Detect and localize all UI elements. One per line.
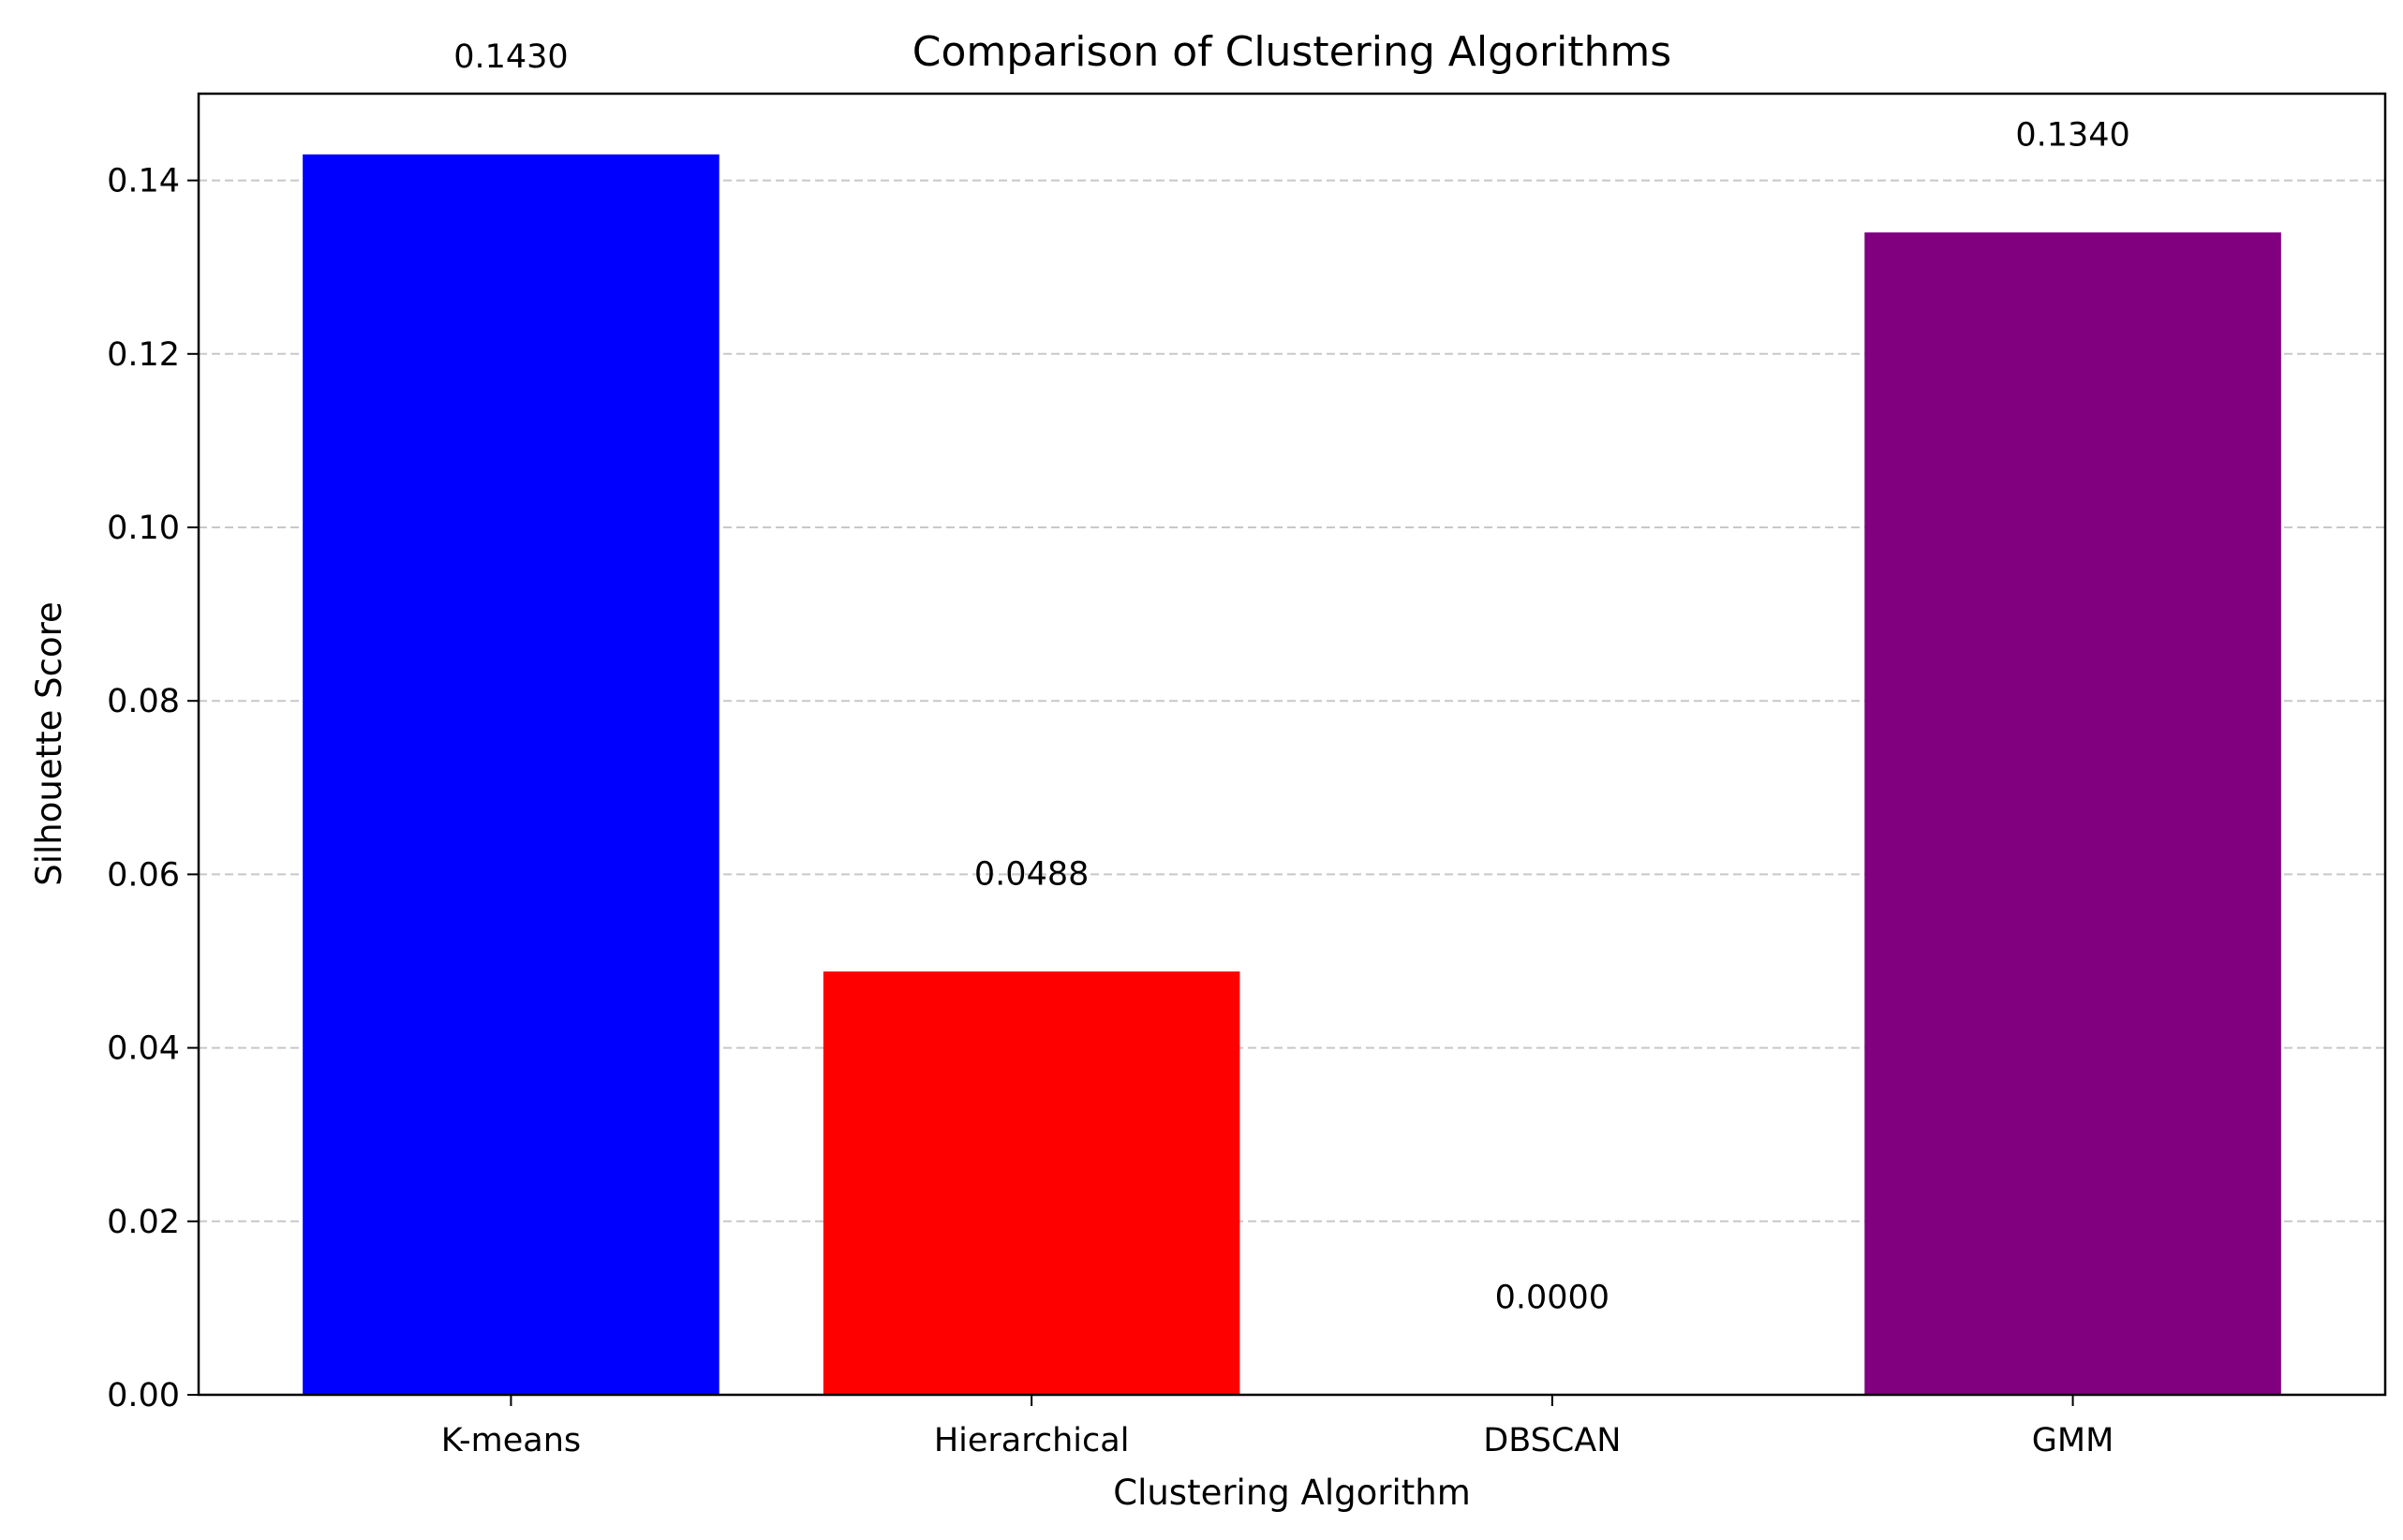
bar-value-label: 0.0000 <box>1495 1279 1609 1316</box>
bar-hierarchical <box>823 971 1240 1395</box>
x-tick-label: K-means <box>441 1422 581 1459</box>
x-tick-label: DBSCAN <box>1483 1422 1621 1459</box>
y-tick-label: 0.14 <box>107 163 180 200</box>
bar-value-label: 0.0488 <box>974 856 1089 894</box>
bars <box>303 154 2281 1395</box>
bar-k-means <box>303 154 719 1395</box>
y-axis-ticks: 0.00 0.02 0.04 0.06 0.08 0.10 0.12 0.14 <box>107 163 199 1414</box>
y-axis-label: Silhouette Score <box>29 601 69 886</box>
y-tick-label: 0.06 <box>107 856 180 894</box>
x-tick-label: GMM <box>2032 1422 2114 1459</box>
x-tick-label: Hierarchical <box>934 1422 1130 1459</box>
y-tick-label: 0.02 <box>107 1204 180 1241</box>
chart-title: Comparison of Clustering Algorithms <box>912 28 1671 76</box>
x-axis-ticks: K-means Hierarchical DBSCAN GMM <box>441 1395 2114 1459</box>
x-axis-label: Clustering Algorithm <box>1113 1473 1471 1513</box>
y-tick-label: 0.00 <box>107 1377 180 1414</box>
bar-value-labels: 0.1430 0.0488 0.0000 0.1340 <box>453 38 2130 1316</box>
bar-value-label: 0.1430 <box>453 38 568 76</box>
y-tick-label: 0.12 <box>107 336 180 374</box>
y-tick-label: 0.08 <box>107 683 180 720</box>
plot-area-frame <box>197 92 2387 1397</box>
bar-gmm <box>1864 232 2281 1395</box>
y-tick-label: 0.04 <box>107 1030 180 1068</box>
bar-value-label: 0.1340 <box>2015 117 2129 155</box>
y-tick-label: 0.10 <box>107 510 180 547</box>
